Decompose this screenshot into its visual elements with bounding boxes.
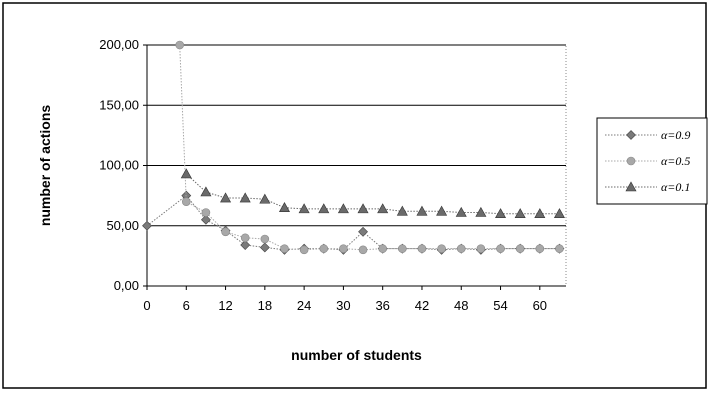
x-tick-label: 54	[493, 298, 507, 313]
x-tick-label: 24	[297, 298, 311, 313]
legend-box	[596, 117, 708, 205]
series-3-point	[337, 203, 349, 214]
series-2-point	[378, 244, 387, 253]
x-tick-label: 36	[375, 298, 389, 313]
legend-marker-3	[625, 181, 637, 192]
series-3-point	[278, 202, 290, 212]
x-tick-label: 6	[183, 298, 190, 313]
series-2-point	[496, 244, 505, 253]
series-3-point	[357, 203, 369, 214]
series-3-point	[534, 208, 546, 218]
legend-label-2: α=0.5	[661, 154, 690, 168]
series-3-point	[377, 203, 389, 214]
series-3-point	[455, 206, 467, 217]
series-3-point	[475, 206, 487, 217]
series-2-point	[398, 244, 407, 253]
legend-marker-2	[626, 156, 636, 166]
series-2-point	[339, 244, 348, 253]
y-tick-label: 200,00	[99, 37, 139, 52]
series-3-point	[239, 192, 251, 203]
x-tick-label: 30	[336, 298, 350, 313]
x-axis-title: number of students	[291, 347, 422, 363]
legend-marker-1	[626, 130, 636, 140]
series-1-point	[358, 226, 368, 237]
series-2-point	[299, 245, 309, 255]
series-3-point	[495, 208, 507, 218]
legend-label-3: α=0.1	[661, 180, 690, 194]
y-tick-label: 150,00	[99, 97, 139, 112]
series-3-point	[396, 205, 408, 216]
series-3-point	[436, 205, 448, 216]
series-2-point	[555, 244, 564, 253]
series-line-3	[185, 173, 560, 215]
chart-frame	[2, 2, 707, 389]
series-2-point	[240, 233, 250, 243]
series-3-point	[298, 203, 310, 214]
y-tick-label: 0,00	[114, 278, 139, 293]
series-1-point	[200, 214, 211, 225]
series-3-point	[220, 192, 232, 203]
x-tick-label: 42	[415, 298, 429, 313]
y-tick-label: 100,00	[99, 158, 139, 173]
series-2-point	[456, 244, 466, 253]
series-2-point	[358, 245, 368, 255]
x-tick-label: 60	[533, 298, 547, 313]
legend-label-1: α=0.9	[661, 128, 690, 142]
x-tick-label: 0	[143, 298, 150, 313]
series-3-point	[180, 168, 192, 179]
series-2-point	[515, 244, 525, 253]
y-axis-title: number of actions	[37, 105, 53, 227]
series-3-point	[416, 205, 428, 216]
series-2-point	[535, 244, 545, 253]
series-3-point	[553, 208, 565, 218]
series-2-point	[181, 197, 191, 206]
series-3-point	[200, 186, 212, 197]
x-tick-label: 12	[218, 298, 232, 313]
series-3-point	[318, 203, 330, 214]
series-2-point	[417, 244, 427, 253]
series-2-point	[260, 234, 270, 244]
series-1-point	[240, 240, 251, 250]
series-3-point	[259, 193, 271, 204]
series-1-point	[259, 242, 270, 253]
series-2-point	[476, 244, 486, 253]
series-2-point	[175, 40, 185, 50]
series-2-point	[221, 227, 230, 237]
series-2-point	[319, 244, 329, 253]
series-2-point	[201, 208, 211, 217]
series-2-point	[437, 244, 446, 253]
series-2-point	[280, 244, 289, 253]
x-tick-label: 48	[454, 298, 468, 313]
series-1-point	[142, 220, 152, 231]
series-line-2	[179, 44, 560, 251]
series-3-point	[514, 208, 526, 218]
x-tick-label: 18	[258, 298, 272, 313]
y-tick-label: 50,00	[106, 218, 139, 233]
